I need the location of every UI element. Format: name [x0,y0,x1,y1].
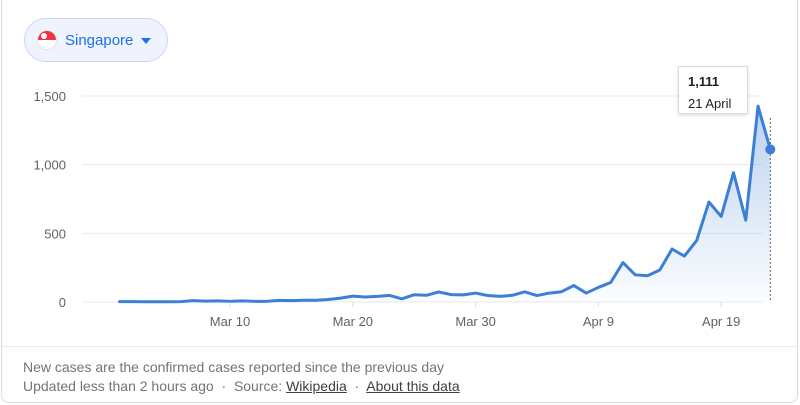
x-tick-label: Mar 10 [210,314,250,329]
footer-meta: Updated less than 2 hours ago · Source: … [23,378,460,394]
footer-divider [2,346,799,347]
x-tick-label: Apr 19 [702,314,740,329]
x-tick-label: Mar 20 [333,314,373,329]
source-label: Source: [233,378,283,394]
y-tick-label: 1,500 [33,89,66,104]
country-selector[interactable]: Singapore [24,18,168,62]
area-fill [119,106,771,303]
hover-data-point [765,144,776,155]
tooltip-date: 21 April [688,96,732,111]
y-tick-label: 500 [44,226,66,241]
x-tick-label: Mar 30 [455,314,495,329]
country-selector-label: Singapore [65,32,134,49]
series-line [117,104,772,304]
footer-note: New cases are the confirmed cases report… [23,359,444,375]
y-tick-label: 1,000 [33,158,66,173]
y-tick-label: 0 [59,295,66,310]
chevron-down-icon [141,38,151,44]
wikipedia-link[interactable]: Wikipedia [286,378,347,394]
singapore-flag-icon [37,30,57,50]
chart-tooltip: 1,111 21 April [678,66,748,114]
x-tick-label: Apr 9 [583,314,614,329]
updated-text: Updated less than 2 hours ago [23,378,214,394]
tooltip-value: 1,111 [688,74,720,89]
about-data-link[interactable]: About this data [366,378,460,394]
cases-line-chart[interactable]: 0 500 1,000 1,500 Mar 10 Mar 20 Mar 30 Apr 9 Apr… [2,0,799,345]
